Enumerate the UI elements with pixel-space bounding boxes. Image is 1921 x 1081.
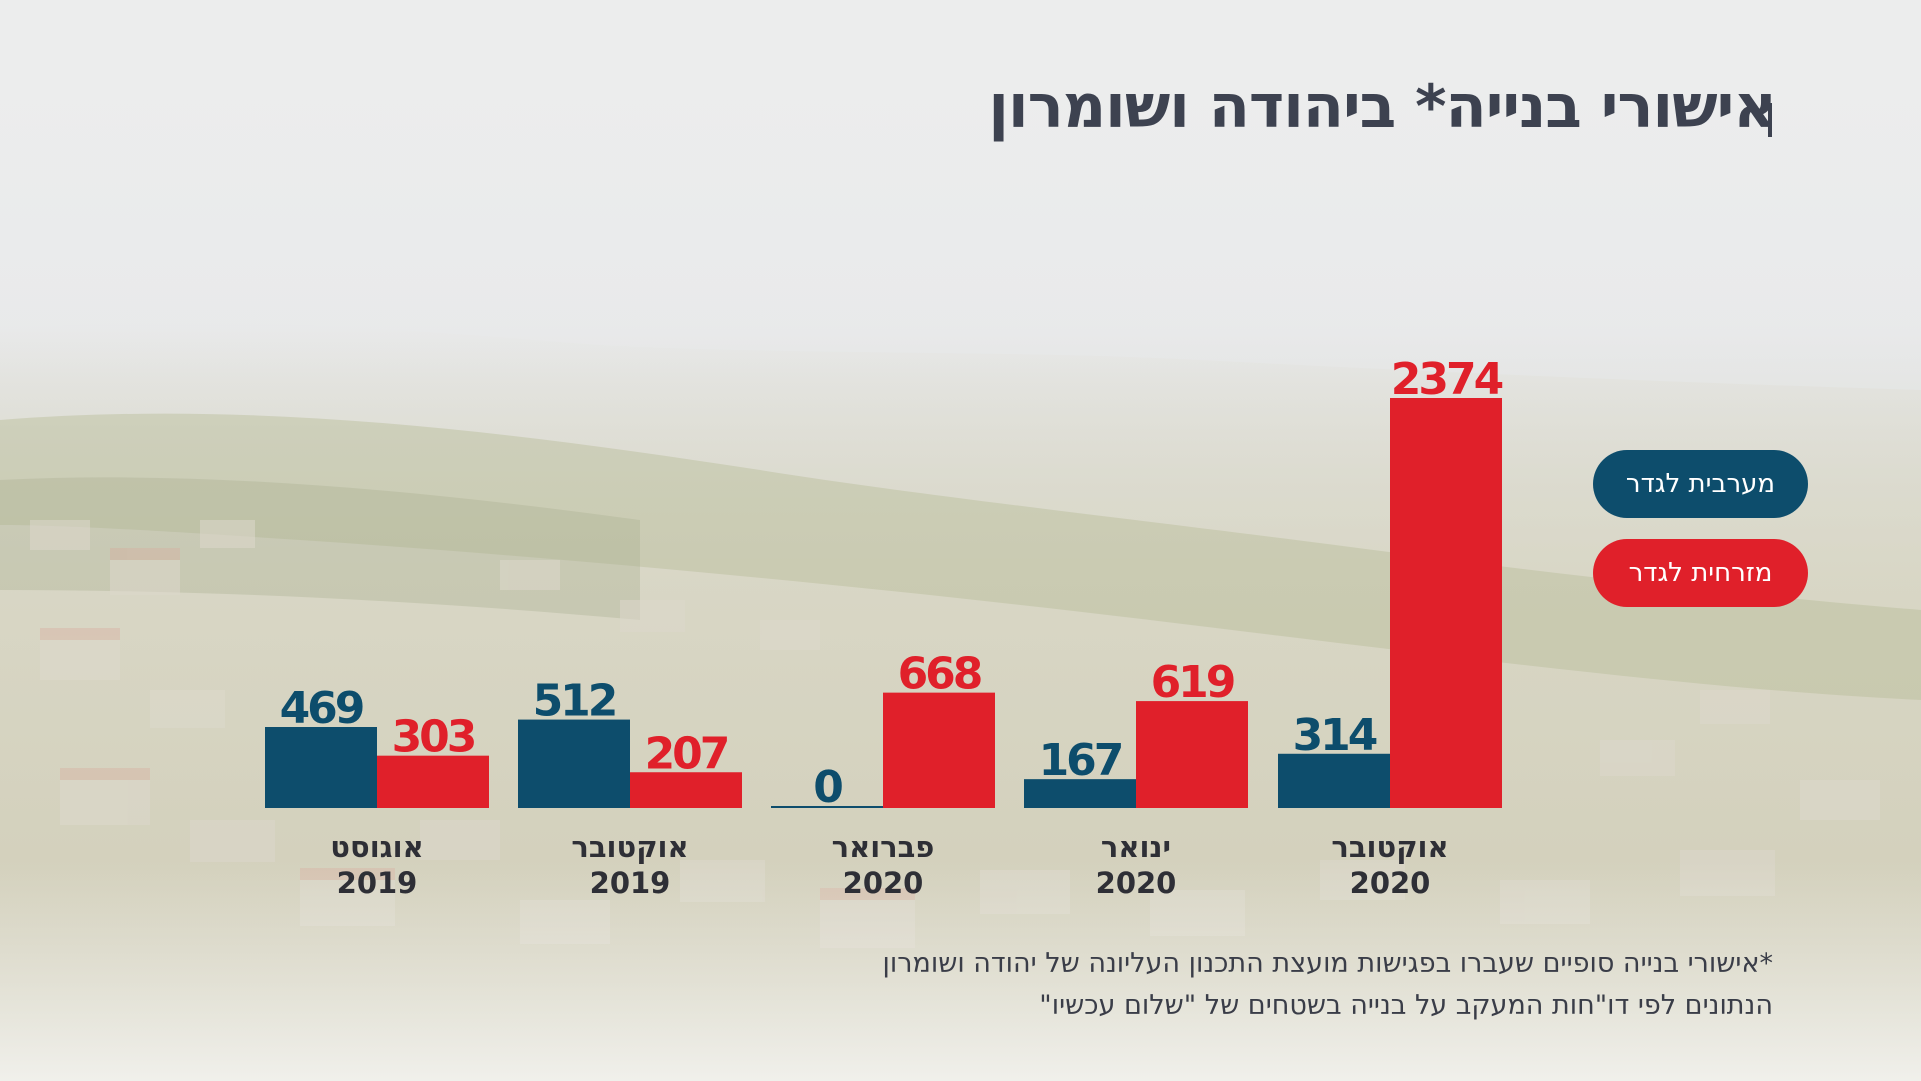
category-month-1: אוקטובר bbox=[571, 830, 688, 864]
bar-west-4 bbox=[1278, 753, 1390, 808]
bar-east-1 bbox=[630, 772, 742, 808]
bar-east-0 bbox=[377, 755, 489, 808]
value-label-east-1: 207 bbox=[645, 728, 728, 779]
bar-east-4 bbox=[1390, 398, 1502, 808]
category-year-4: 2020 bbox=[1350, 866, 1431, 900]
category-month-2: פברואר bbox=[832, 830, 935, 864]
bar-east-3 bbox=[1136, 701, 1248, 808]
category-year-0: 2019 bbox=[337, 866, 418, 900]
bars-group bbox=[265, 398, 1502, 808]
bar-east-2 bbox=[883, 692, 995, 808]
bar-west-1 bbox=[518, 719, 630, 808]
category-month-4: אוקטובר bbox=[1331, 830, 1448, 864]
bar-west-2 bbox=[771, 806, 883, 808]
bar-west-3 bbox=[1024, 779, 1136, 808]
value-label-east-2: 668 bbox=[898, 649, 981, 700]
chart-title: אישורי בנייה* ביהודה ושומרון bbox=[988, 72, 1777, 142]
legend-east-of-fence: מזרחית לגדר bbox=[1593, 539, 1808, 607]
value-label-east-3: 619 bbox=[1151, 657, 1234, 708]
value-label-west-4: 314 bbox=[1293, 710, 1377, 761]
value-label-east-0: 303 bbox=[392, 712, 475, 763]
legend-west-of-fence: מערבית לגדר bbox=[1593, 450, 1808, 518]
category-month-3: ינואר bbox=[1101, 830, 1171, 864]
footnote-line-1: *אישורי בנייה סופיים שעברו בפגישות מועצת… bbox=[882, 948, 1773, 979]
value-label-west-3: 167 bbox=[1039, 735, 1122, 786]
value-label-west-2: 0 bbox=[813, 762, 842, 813]
category-month-0: אוגוסט bbox=[330, 830, 423, 864]
category-labels-group: אוגוסט2019אוקטובר2019פברואר2020ינואר2020… bbox=[330, 830, 1448, 900]
category-year-1: 2019 bbox=[590, 866, 671, 900]
footnote-line-2: הנתונים לפי דו"חות המעקב על בנייה בשטחים… bbox=[1039, 990, 1773, 1021]
value-label-west-0: 469 bbox=[280, 683, 363, 734]
value-labels-group: 469 303 512 207 0 668 167 619 314 2374 bbox=[280, 354, 1506, 813]
title-accent-bar bbox=[1768, 103, 1772, 137]
category-year-2: 2020 bbox=[843, 866, 924, 900]
value-label-east-4: 2374 bbox=[1391, 354, 1503, 405]
bar-west-0 bbox=[265, 727, 377, 808]
category-year-3: 2020 bbox=[1096, 866, 1177, 900]
footnote: *אישורי בנייה סופיים שעברו בפגישות מועצת… bbox=[883, 943, 1773, 1027]
value-label-west-1: 512 bbox=[533, 676, 616, 727]
